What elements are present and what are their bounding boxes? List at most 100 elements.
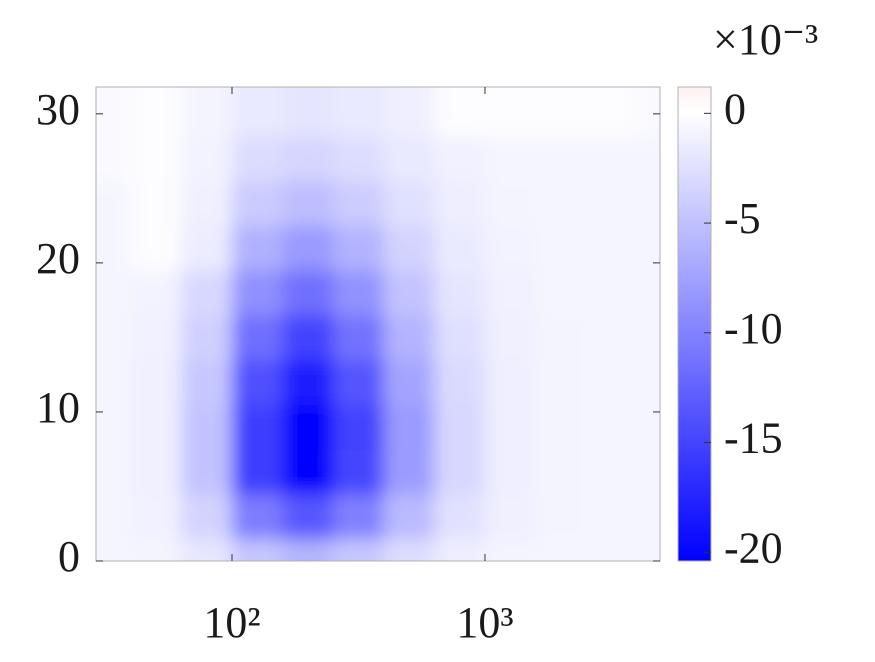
contour-cell <box>586 225 638 271</box>
contour-cell <box>96 449 132 495</box>
contour-cell <box>636 136 660 182</box>
contour-cell <box>383 136 435 182</box>
contour-cell <box>434 225 486 271</box>
contour-cell <box>231 359 284 405</box>
contour-cell <box>333 315 385 361</box>
contour-cell <box>282 538 334 561</box>
contour-cell <box>586 136 638 182</box>
contour-cell <box>231 404 284 450</box>
contour-cell <box>484 180 537 227</box>
contour-cell <box>434 180 486 227</box>
contour-cell <box>484 87 537 137</box>
contour-cell <box>636 404 660 450</box>
contour-cell <box>180 87 233 137</box>
contour-cell <box>586 404 638 450</box>
contour-cell <box>535 359 587 405</box>
contour-cell <box>535 538 587 561</box>
contour-cell <box>180 315 233 361</box>
contour-cell <box>131 87 182 137</box>
contour-cell <box>96 136 132 182</box>
contour-cell <box>231 136 284 182</box>
contour-cell <box>282 493 334 540</box>
axes-frame <box>95 86 661 562</box>
colorbar-tick-label: 0 <box>724 84 746 133</box>
contour-cell <box>282 270 334 316</box>
contour-cell <box>484 493 537 540</box>
contour-cell <box>434 359 486 405</box>
contour-cell <box>333 493 385 540</box>
contour-cell <box>586 270 638 316</box>
contour-cell <box>383 493 435 540</box>
contour-cell <box>180 449 233 495</box>
contour-cell <box>535 270 587 316</box>
contour-cell <box>484 136 537 182</box>
contour-cell <box>535 449 587 495</box>
contour-cell <box>231 180 284 227</box>
contour-cell <box>383 180 435 227</box>
y-tick-label: 0 <box>58 532 80 581</box>
contour-cell <box>333 538 385 561</box>
contour-cell <box>282 87 334 137</box>
contour-cell <box>535 225 587 271</box>
contour-cell <box>131 225 182 271</box>
contour-cell <box>484 449 537 495</box>
contour-cell <box>333 87 385 137</box>
contour-cell <box>383 538 435 561</box>
colorbar-tick-label: -5 <box>724 194 761 243</box>
x-tick-label: 10² <box>203 598 260 647</box>
contour-cell <box>180 538 233 561</box>
contour-cell <box>282 136 334 182</box>
contour-cell <box>180 359 233 405</box>
contour-cell <box>333 449 385 495</box>
contour-cell <box>96 315 132 361</box>
contour-cell <box>383 270 435 316</box>
contour-cell <box>434 404 486 450</box>
contour-cell <box>231 225 284 271</box>
contour-cell <box>535 493 587 540</box>
y-tick-label: 30 <box>36 85 80 134</box>
contour-cell <box>535 315 587 361</box>
contour-cell <box>231 493 284 540</box>
contour-cell <box>586 315 638 361</box>
contour-cell <box>96 359 132 405</box>
contour-cell <box>535 404 587 450</box>
colorbar <box>677 86 712 562</box>
contour-cell <box>434 87 486 137</box>
contour-cell <box>131 270 182 316</box>
contour-cell <box>636 359 660 405</box>
contour-cell <box>535 136 587 182</box>
contour-cell <box>282 180 334 227</box>
contour-cell <box>484 404 537 450</box>
contour-cell <box>434 136 486 182</box>
contour-cell <box>231 315 284 361</box>
contour-cell <box>484 225 537 271</box>
contour-cell <box>586 493 638 540</box>
contour-cell <box>383 225 435 271</box>
contour-cell <box>180 404 233 450</box>
contour-cell <box>131 404 182 450</box>
contour-cell <box>131 538 182 561</box>
contour-cell <box>434 538 486 561</box>
contour-cell <box>180 270 233 316</box>
contour-cell <box>333 270 385 316</box>
contour-cell <box>383 449 435 495</box>
contour-cell <box>180 225 233 271</box>
contour-cell <box>282 449 334 495</box>
contour-cell <box>131 315 182 361</box>
contour-cell <box>383 315 435 361</box>
contour-cell <box>180 136 233 182</box>
contour-cell <box>636 315 660 361</box>
plot-area <box>96 87 660 561</box>
contour-cell <box>231 270 284 316</box>
contour-cell <box>333 404 385 450</box>
contour-cell <box>484 270 537 316</box>
contour-cell <box>180 180 233 227</box>
contour-cell <box>96 87 132 137</box>
contour-cell <box>636 449 660 495</box>
contour-cell <box>586 538 638 561</box>
contour-cell <box>636 538 660 561</box>
contour-cell <box>96 180 132 227</box>
contour-cell <box>484 359 537 405</box>
contour-cell <box>333 136 385 182</box>
